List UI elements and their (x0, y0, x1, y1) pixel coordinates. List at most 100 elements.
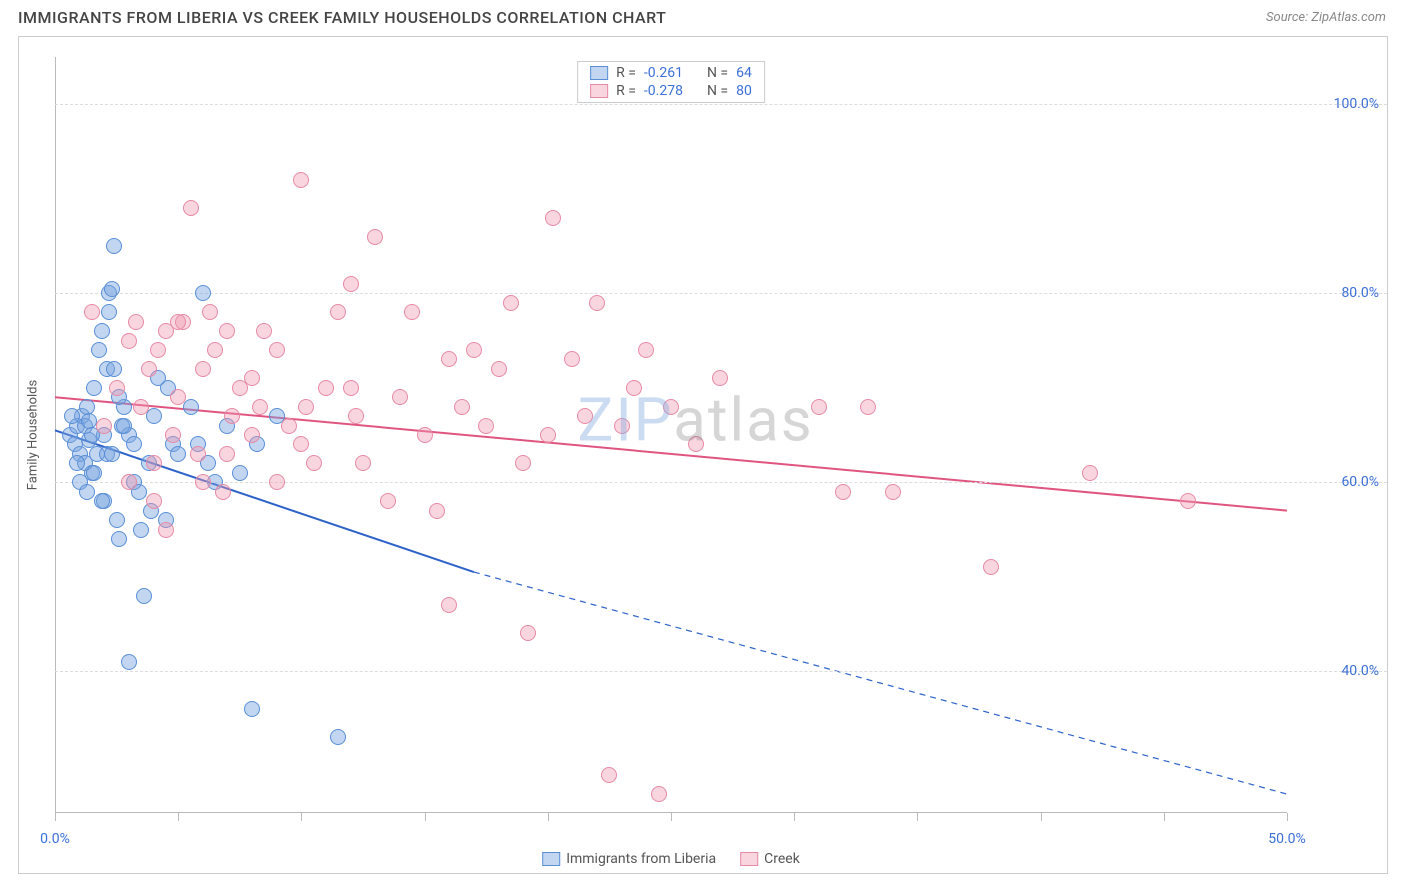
data-point (94, 493, 110, 509)
data-point (293, 172, 309, 188)
data-point (343, 380, 359, 396)
data-point (1082, 465, 1098, 481)
data-point (417, 427, 433, 443)
data-point (626, 380, 642, 396)
data-point (207, 342, 223, 358)
y-tick-label: 80.0% (1341, 285, 1379, 301)
data-point (318, 380, 334, 396)
legend-swatch-creek (590, 84, 608, 98)
data-point (491, 361, 507, 377)
data-point (269, 342, 285, 358)
data-point (170, 314, 186, 330)
y-tick-label: 100.0% (1334, 96, 1379, 112)
data-point (104, 446, 120, 462)
data-point (202, 304, 218, 320)
legend-row-creek: R = -0.278 N = 80 (578, 82, 764, 100)
y-tick-label: 40.0% (1341, 663, 1379, 679)
data-point (355, 455, 371, 471)
data-point (133, 522, 149, 538)
data-point (343, 276, 359, 292)
data-point (101, 304, 117, 320)
data-point (195, 474, 211, 490)
data-point (306, 455, 322, 471)
data-point (195, 361, 211, 377)
data-point (811, 399, 827, 415)
data-point (170, 446, 186, 462)
data-point (577, 408, 593, 424)
legend-row-liberia: R = -0.261 N = 64 (578, 64, 764, 82)
plot-area: Family Households R = -0.261 N = 64 R = … (55, 57, 1287, 813)
data-point (367, 229, 383, 245)
data-point (146, 493, 162, 509)
data-point (454, 399, 470, 415)
y-axis-line (55, 57, 56, 813)
x-tick (55, 813, 56, 821)
data-point (614, 418, 630, 434)
x-tick (1041, 813, 1042, 821)
data-point (515, 455, 531, 471)
data-point (96, 418, 112, 434)
legend-swatch-icon (542, 852, 560, 866)
data-point (86, 380, 102, 396)
data-point (244, 370, 260, 386)
data-point (392, 389, 408, 405)
data-point (293, 436, 309, 452)
data-point (150, 342, 166, 358)
legend-swatch-liberia (590, 66, 608, 80)
y-axis-label: Family Households (26, 380, 41, 490)
data-point (86, 465, 102, 481)
data-point (69, 455, 85, 471)
gridline (55, 671, 1387, 672)
data-point (651, 786, 667, 802)
source-attribution: Source: ZipAtlas.com (1266, 10, 1386, 25)
data-point (109, 380, 125, 396)
chart-title: IMMIGRANTS FROM LIBERIA VS CREEK FAMILY … (18, 8, 666, 27)
data-point (330, 729, 346, 745)
data-point (281, 418, 297, 434)
series-legend: Immigrants from Liberia Creek (542, 851, 800, 867)
x-tick (425, 813, 426, 821)
data-point (298, 399, 314, 415)
data-point (106, 238, 122, 254)
data-point (136, 588, 152, 604)
x-tick (301, 813, 302, 821)
legend-r-label: R = (616, 83, 636, 99)
data-point (404, 304, 420, 320)
data-point (219, 446, 235, 462)
x-tick (1287, 813, 1288, 821)
data-point (478, 418, 494, 434)
data-point (126, 436, 142, 452)
data-point (91, 342, 107, 358)
x-tick (1164, 813, 1165, 821)
data-point (215, 484, 231, 500)
data-point (441, 351, 457, 367)
legend-r-value-liberia: -0.261 (644, 65, 683, 81)
legend-label-liberia: Immigrants from Liberia (566, 851, 716, 867)
data-point (380, 493, 396, 509)
legend-r-value-creek: -0.278 (644, 83, 683, 99)
data-point (224, 408, 240, 424)
x-tick (548, 813, 549, 821)
trend-lines (55, 57, 1287, 813)
data-point (540, 427, 556, 443)
correlation-legend: R = -0.261 N = 64 R = -0.278 N = 80 (577, 61, 765, 103)
chart-container: Family Households R = -0.261 N = 64 R = … (18, 36, 1388, 874)
gridline (55, 293, 1387, 294)
data-point (165, 427, 181, 443)
legend-item-liberia: Immigrants from Liberia (542, 851, 716, 867)
data-point (256, 323, 272, 339)
data-point (116, 418, 132, 434)
data-point (84, 304, 100, 320)
data-point (158, 522, 174, 538)
x-tick-label: 50.0% (1268, 831, 1306, 847)
x-tick (178, 813, 179, 821)
data-point (441, 597, 457, 613)
data-point (269, 474, 285, 490)
data-point (885, 484, 901, 500)
data-point (983, 559, 999, 575)
data-point (1180, 493, 1196, 509)
legend-swatch-icon (740, 852, 758, 866)
data-point (121, 333, 137, 349)
data-point (663, 399, 679, 415)
data-point (712, 370, 728, 386)
